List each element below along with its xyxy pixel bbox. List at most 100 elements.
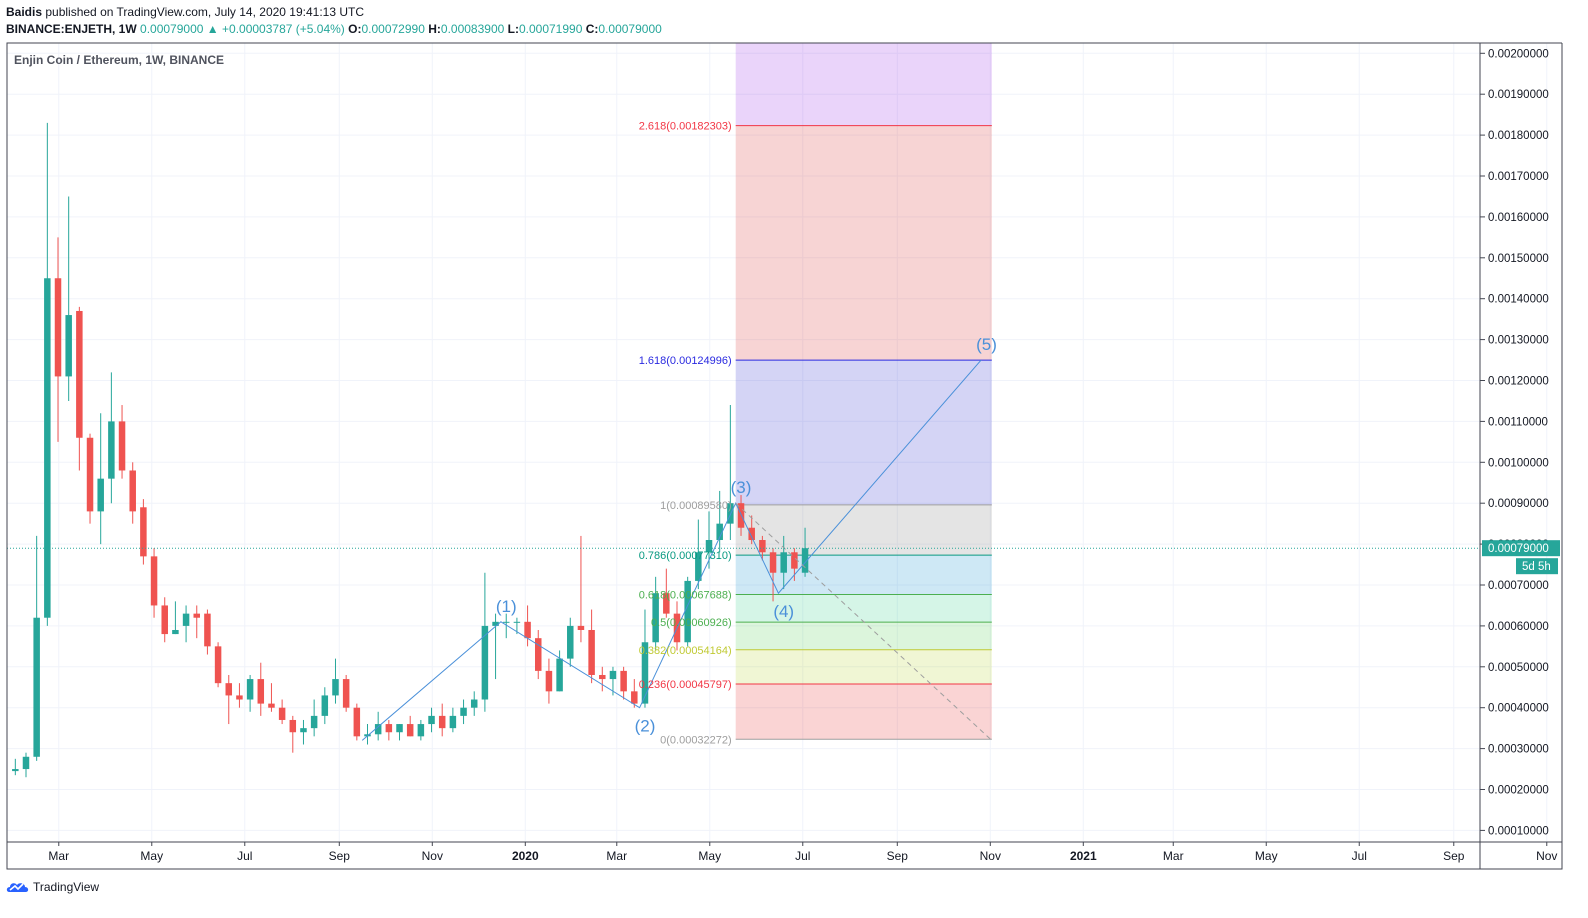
close-label: C: [585, 22, 599, 36]
candle-body [599, 674, 606, 680]
wave-label: (5) [976, 335, 997, 354]
close-value: 0.00079000 [598, 22, 662, 36]
y-tick-label: 0.00150000 [1488, 253, 1549, 265]
plot-area [12, 43, 993, 778]
last-price-text: 0.00079000 [140, 22, 204, 36]
candle-body [204, 613, 211, 647]
fib-zone [735, 125, 992, 361]
x-tick-label: May [1255, 849, 1278, 863]
open-value: 0.00072990 [361, 22, 425, 36]
y-tick-label: 0.00040000 [1488, 703, 1549, 715]
fib-zone [735, 555, 992, 595]
y-tick-label: 0.00140000 [1488, 294, 1549, 306]
candle-body [801, 548, 809, 573]
candle-body [609, 670, 617, 680]
candle-body [631, 691, 638, 704]
x-tick-label: Jul [795, 849, 810, 863]
low-value: 0.00071990 [518, 22, 583, 36]
x-tick-label: Sep [1443, 849, 1465, 863]
candle-body [780, 552, 787, 573]
y-tick-label: 0.00170000 [1488, 171, 1549, 183]
candle-body [172, 629, 179, 635]
fib-level-label: 0.618(0.00067688) [639, 589, 732, 601]
change-text: +0.00003787 (+5.04%) [222, 22, 345, 36]
candle-body [460, 707, 467, 716]
fib-level-label: 0.786(0.00077310) [639, 550, 732, 562]
candle-body [289, 719, 297, 733]
candle-body [385, 724, 393, 733]
candle-body [396, 724, 403, 733]
high-label: H: [428, 22, 441, 36]
publish-info: Baidis published on TradingView.com, Jul… [6, 5, 364, 19]
candle-body [321, 695, 329, 716]
x-tick-label: Jul [237, 849, 252, 863]
x-tick-label: Nov [422, 849, 443, 863]
wave-label: (1) [496, 597, 517, 616]
candle-body [684, 580, 691, 643]
candle-body [86, 437, 94, 512]
y-tick-label: 0.00160000 [1488, 212, 1549, 224]
x-tick-label: Mar [606, 849, 627, 863]
x-tick-label: 2021 [1070, 849, 1097, 863]
candle-body [161, 605, 168, 635]
candle-body [12, 769, 19, 772]
fib-zone [735, 594, 992, 623]
candle-body [470, 699, 478, 708]
y-tick-label: 0.00020000 [1488, 785, 1549, 797]
candle-body [769, 552, 777, 573]
candle-body [150, 556, 158, 606]
candle-body [54, 278, 62, 377]
candle-body [759, 540, 766, 553]
candle-body [76, 310, 83, 438]
candle-body [588, 629, 595, 675]
fib-zone [735, 683, 992, 740]
y-tick-label: 0.00010000 [1488, 825, 1549, 837]
candle-body [353, 707, 361, 737]
y-tick-label: 0.00130000 [1488, 335, 1549, 347]
candle-body [513, 621, 521, 623]
y-tick-label: 0.00070000 [1488, 580, 1549, 592]
chart-title: Enjin Coin / Ethereum, 1W, BINANCE [14, 53, 224, 67]
y-tick-label: 0.00090000 [1488, 498, 1549, 510]
y-tick-label: 0.00110000 [1488, 416, 1548, 428]
candle-body [374, 724, 382, 735]
candle-body [97, 478, 104, 512]
candle-body [214, 646, 222, 684]
candle-body [652, 593, 659, 643]
x-tick-label: Nov [980, 849, 1001, 863]
publish-text: published on TradingView.com, July 14, 2… [45, 5, 365, 19]
x-tick-label: May [698, 849, 721, 863]
candle-body [278, 707, 286, 720]
fib-level-label: 0.382(0.00054164) [639, 645, 732, 657]
candle-body [695, 552, 702, 581]
candle-body [310, 715, 318, 729]
last-price-tag-label: 0.00079000 [1488, 543, 1549, 555]
fib-zone [735, 622, 992, 650]
candle-body [140, 507, 147, 557]
ohlc-header: BINANCE:ENJETH, 1W 0.00079000 ▲ +0.00003… [6, 22, 662, 36]
elliott-wave-path [361, 359, 982, 741]
x-tick-label: 2020 [512, 849, 539, 863]
candle-body [492, 621, 499, 626]
candle-body [716, 523, 723, 541]
candle-body [108, 421, 115, 479]
fib-level-label: 1(0.00089580) [660, 500, 732, 512]
y-tick-label: 0.00060000 [1488, 621, 1549, 633]
fib-level-label: 2.618(0.00182303) [639, 121, 732, 133]
fib-zone [735, 649, 992, 684]
candle-body [748, 527, 755, 541]
y-tick-label: 0.00120000 [1488, 376, 1549, 388]
tradingview-logo[interactable]: TradingView [6, 880, 99, 894]
author-name: Baidis [6, 5, 43, 19]
candle-body [641, 642, 649, 704]
x-tick-label: Sep [887, 849, 909, 863]
candle-body [428, 715, 435, 725]
candle-body [33, 617, 40, 757]
candle-body [246, 679, 254, 700]
candle-body [481, 625, 489, 700]
candle-body [65, 315, 72, 377]
candle-body [300, 728, 307, 733]
fib-level-label: 0.5(0.00060926) [651, 617, 732, 629]
y-tick-label: 0.00180000 [1488, 130, 1549, 142]
